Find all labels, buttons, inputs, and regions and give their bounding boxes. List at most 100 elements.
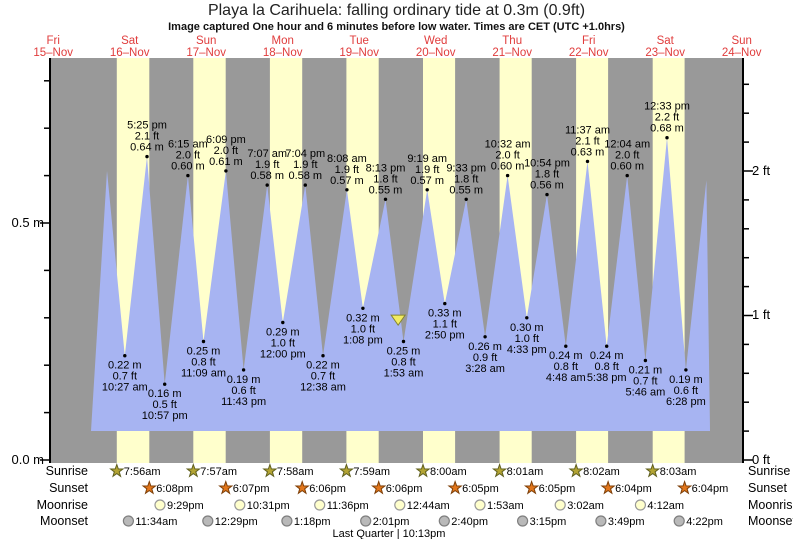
low-tide-label-line: 1.0 ft [515, 333, 539, 345]
low-tide-label-line: 6:28 pm [666, 396, 706, 408]
row-label-sunset-left: Sunset [49, 481, 88, 495]
low-tide-dot [443, 301, 447, 306]
moonset-circle-icon [122, 515, 134, 527]
y-axis-label-left-0_5m: 0.5 m [11, 215, 44, 230]
high-tide-dot [224, 169, 228, 173]
row-label-moonset-left: Moonset [40, 514, 88, 528]
day-label-dow: Thu [502, 35, 522, 47]
sunrise-time: 8:00am [430, 466, 467, 478]
high-tide-label-line: 10:32 am [485, 139, 531, 151]
high-tide-label-line: 1.8 ft [373, 173, 397, 185]
tide-area-curve [91, 137, 710, 431]
low-tide-label-line: 0.7 ft [633, 376, 657, 388]
moonset-time: 12:29pm [215, 516, 258, 528]
day-label-dow: Mon [272, 35, 294, 47]
low-tide-label-line: 1:08 pm [343, 334, 383, 346]
low-tide-label-line: 0.19 m [669, 374, 703, 386]
sunset-time: 6:08pm [156, 483, 193, 495]
high-tide-dot [505, 173, 510, 178]
high-tide-label-line: 0.64 m [130, 142, 164, 154]
high-tide-label-line: 2.2 ft [655, 112, 679, 124]
low-tide-label-line: 0.30 m [510, 322, 544, 334]
day-label-date: 16–Nov [110, 47, 150, 59]
low-tide-label-line: 0.5 ft [152, 399, 176, 411]
low-tide-dot [605, 344, 609, 348]
low-tide-label-line: 0.6 ft [231, 385, 255, 397]
low-tide-label-line: 0.26 m [468, 341, 502, 353]
low-tide-dot [361, 306, 365, 310]
moonrise-time: 1:53am [487, 500, 524, 512]
high-tide-label-line: 0.58 m [250, 170, 284, 182]
low-tide-label-line: 0.8 ft [554, 361, 578, 373]
row-label-moonset-right: Moonset [748, 514, 793, 528]
low-tide-label-line: 0.16 m [148, 388, 182, 400]
low-tide-dot [281, 320, 285, 325]
y-axis-label-right-1ft: 1 ft [752, 307, 771, 322]
moonset-circle-icon [360, 515, 372, 527]
high-tide-dot [545, 192, 549, 197]
low-tide-label-line: 12:00 pm [260, 349, 306, 361]
row-label-sunrise-right: Sunrise [748, 464, 791, 478]
high-tide-label-line: 1.9 ft [415, 164, 439, 176]
sunset-star-icon [676, 479, 693, 495]
low-tide-label-line: 0.19 m [227, 374, 261, 386]
low-tide-dot [564, 344, 568, 348]
high-tide-label-line: 0.61 m [209, 156, 243, 168]
low-tide-label-line: 4:33 pm [507, 344, 547, 356]
day-label-dow: Tue [350, 35, 369, 47]
high-tide-label-line: 0.60 m [171, 161, 205, 173]
high-tide-dot [665, 136, 669, 140]
low-tide-dot [123, 354, 127, 358]
low-tide-dot [201, 339, 206, 344]
high-tide-label-line: 0.55 m [449, 184, 483, 196]
low-tide-label-line: 0.32 m [346, 312, 380, 324]
high-tide-label-line: 1.8 ft [535, 169, 559, 181]
low-tide-label-line: 0.6 ft [674, 385, 698, 397]
sunset-star-icon [371, 479, 387, 495]
sunrise-star-icon [645, 462, 661, 478]
sunrise-time: 8:01am [507, 466, 544, 478]
sunset-time: 6:04pm [692, 483, 729, 495]
moonrise-circle-icon [394, 499, 406, 511]
high-tide-label-line: 8:13 pm [366, 162, 406, 174]
day-label-dow: Fri [582, 35, 595, 47]
moonrise-time: 10:31pm [247, 500, 290, 512]
low-tide-label-line: 0.9 ft [473, 352, 497, 364]
sunset-time: 6:06pm [309, 483, 346, 495]
sunset-time: 6:04pm [615, 483, 652, 495]
sunset-star-icon [141, 479, 157, 495]
high-tide-label-line: 12:33 pm [644, 101, 690, 113]
low-tide-label-line: 0.24 m [590, 350, 624, 362]
day-label-date: 20–Nov [416, 47, 456, 59]
moonset-time: 2:01pm [373, 516, 410, 528]
low-tide-dot [483, 335, 487, 339]
moonrise-circle-icon [234, 499, 246, 511]
low-tide-label-line: 0.8 ft [594, 361, 618, 373]
low-tide-label-line: 5:38 pm [587, 372, 627, 384]
low-tide-label-line: 11:09 am [181, 368, 226, 380]
sunrise-time: 7:59am [353, 466, 390, 478]
low-tide-dot [241, 368, 246, 372]
high-tide-label-line: 2.0 ft [176, 150, 200, 162]
moonset-circle-icon [516, 515, 529, 527]
high-tide-label-line: 7:04 pm [285, 148, 325, 160]
moonrise-circle-icon [314, 499, 326, 511]
sunset-star-icon [600, 479, 616, 495]
high-tide-dot [303, 183, 307, 187]
day-label-date: 18–Nov [263, 47, 303, 59]
high-tide-label-line: 7:07 am [247, 148, 287, 160]
moon-phase-text: Last Quarter | 10:13pm [332, 528, 446, 539]
sunset-time: 6:07pm [233, 483, 270, 495]
low-tide-label-line: 0.7 ft [113, 371, 137, 383]
high-tide-label-line: 0.57 m [330, 175, 364, 187]
moonset-time: 1:18pm [294, 516, 331, 528]
low-tide-label-line: 0.25 m [387, 346, 421, 358]
low-tide-dot [163, 382, 167, 386]
row-label-sunset-right: Sunset [748, 481, 787, 495]
sunrise-star-icon [568, 462, 584, 478]
high-tide-label-line: 2.1 ft [575, 135, 599, 147]
high-tide-label-line: 0.56 m [530, 180, 564, 192]
moonset-circle-icon [673, 515, 685, 527]
high-tide-label-line: 0.68 m [650, 123, 684, 135]
